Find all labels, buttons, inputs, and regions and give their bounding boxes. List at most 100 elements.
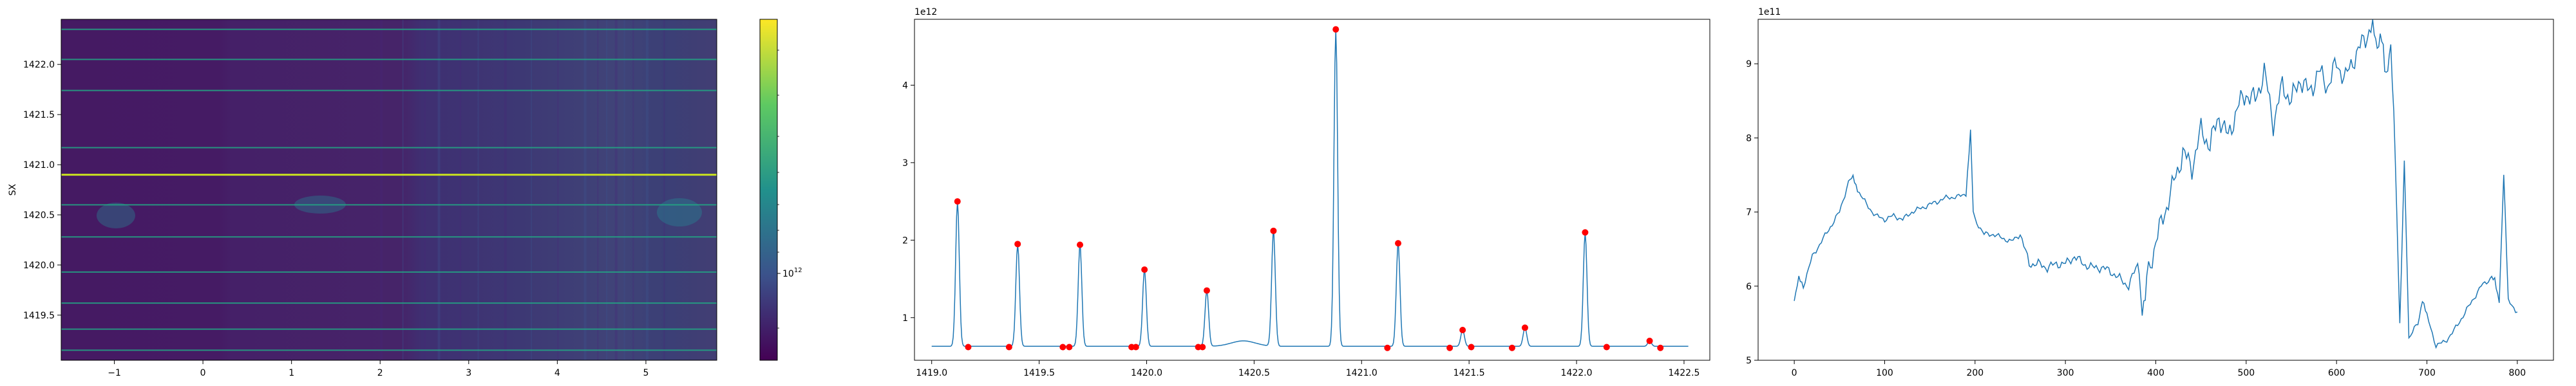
heatmap-bright-rows [61, 28, 717, 351]
peak-marker [1446, 344, 1454, 351]
heatmap-x-axis: −1 0 1 2 3 4 5 [108, 360, 649, 378]
peaks-y-tick-label: 4 [902, 80, 908, 91]
heatmap-y-tick-label: 1421.0 [23, 160, 55, 170]
heatmap-panel: −1 0 1 2 3 4 5 1419.51420.01420.51421.01421.51… [8, 19, 802, 378]
peak-marker [1582, 229, 1589, 236]
heatmap-stripe [663, 19, 665, 360]
peak-marker [1066, 344, 1073, 351]
timeseries-y-tick-label: 9 [1746, 59, 1752, 69]
heatmap-y-axis: 1419.5 1420.0 1420.5 1421.0 1421.5 1422.0 [23, 60, 61, 321]
timeseries-y-axis: 5 6 7 8 9 [1746, 59, 1758, 366]
peaks-y-tick-label: 3 [902, 158, 908, 169]
heatmap-y-tick-label: 1422.0 [23, 60, 55, 70]
timeseries-offset-text: 1e11 [1758, 7, 1781, 17]
timeseries-y-tick-label: 6 [1746, 282, 1752, 292]
peaks-x-tick-label: 1421.5 [1454, 368, 1485, 378]
peaks-x-tick-label: 1420.0 [1131, 368, 1162, 378]
heatmap-stripe [632, 19, 634, 360]
peak-marker [1521, 324, 1528, 331]
peaks-x-tick-label: 1419.0 [916, 368, 947, 378]
timeseries-x-tick-label: 0 [1792, 368, 1797, 378]
heatmap-vertical-stripes [380, 19, 665, 360]
heatmap-y-tick-label: 1420.0 [23, 261, 55, 271]
timeseries-y-tick-label: 7 [1746, 208, 1752, 218]
peak-marker [1270, 227, 1277, 234]
peak-marker [1014, 241, 1021, 248]
peak-marker [1141, 266, 1148, 273]
peak-marker [1132, 344, 1139, 351]
heatmap-stripe [531, 19, 533, 360]
heatmap-stripe [460, 19, 462, 360]
heatmap-stripe [477, 19, 479, 360]
peaks-panel: 1e12 1419.0 1419.5 1420.0 1420.5 1421.0 1421.… [902, 7, 1710, 378]
peaks-x-tick-label: 1421.0 [1346, 368, 1378, 378]
timeseries-frame [1757, 19, 2554, 361]
heatmap-stripe [380, 19, 383, 360]
peak-marker [1646, 337, 1653, 344]
peaks-x-tick-label: 1422.5 [1668, 368, 1700, 378]
timeseries-x-tick-label: 300 [2057, 368, 2074, 378]
timeseries-x-tick-label: 800 [2508, 368, 2526, 378]
timeseries-x-tick-label: 100 [1876, 368, 1893, 378]
peak-marker [1657, 344, 1664, 351]
heatmap-x-tick-label: 1 [289, 368, 294, 378]
timeseries-x-axis: 0 100 200 300 400 500 600 700 800 [1792, 360, 2526, 378]
peak-marker [1395, 240, 1402, 247]
heatmap-frame [61, 19, 717, 361]
peaks-y-tick-label: 2 [902, 235, 908, 246]
heatmap-x-tick-label: 2 [377, 368, 383, 378]
timeseries-x-tick-label: 200 [1966, 368, 1984, 378]
colorbar-tick-label: 1012 [782, 267, 802, 279]
heatmap-x-tick-label: −1 [108, 368, 121, 378]
heatmap-x-tick-label: 5 [643, 368, 649, 378]
timeseries-x-tick-label: 400 [2147, 368, 2164, 378]
peaks-y-tick-label: 1 [902, 313, 908, 324]
peaks-x-tick-label: 1420.5 [1238, 368, 1270, 378]
timeseries-y-tick-label: 5 [1746, 356, 1752, 366]
heatmap-x-tick-label: 4 [554, 368, 560, 378]
timeseries-x-tick-label: 700 [2418, 368, 2436, 378]
heatmap-stripe [606, 19, 608, 360]
heatmap-stripe [645, 19, 649, 360]
peak-marker [954, 198, 961, 205]
peak-marker [1199, 344, 1206, 351]
peaks-y-axis: 1 2 3 4 [902, 80, 914, 324]
peak-marker [1077, 241, 1084, 248]
heatmap-stripe [437, 19, 440, 360]
peaks-x-axis: 1419.0 1419.5 1420.0 1420.5 1421.0 1421.5 1422… [916, 360, 1700, 378]
heatmap-stripe [504, 19, 507, 360]
heatmap-y-tick-label: 1419.5 [23, 311, 55, 321]
heatmap-stripe [597, 19, 599, 360]
timeseries-x-tick-label: 500 [2237, 368, 2255, 378]
peak-marker [1603, 344, 1610, 351]
peaks-offset-text: 1e12 [914, 7, 937, 17]
peak-marker [1203, 287, 1210, 294]
heatmap-x-tick-label: 0 [200, 368, 206, 378]
heatmap-stripe [623, 19, 625, 360]
heatmap-x-tick-label: 3 [466, 368, 471, 378]
peaks-frame [914, 19, 1710, 361]
heatmap-y-tick-label: 1420.5 [23, 210, 55, 221]
heatmap-stripe [614, 19, 618, 360]
peak-marker [1332, 26, 1340, 33]
peaks-series-line [931, 29, 1689, 347]
peak-marker [1468, 344, 1475, 351]
heatmap-stripe [402, 19, 404, 360]
heatmap-stripe [583, 19, 587, 360]
peak-marker [1384, 344, 1391, 351]
timeseries-y-tick-label: 8 [1746, 133, 1752, 143]
peak-marker [965, 344, 972, 351]
heatmap-y-tick-label: 1421.5 [23, 110, 55, 120]
peak-marker [1508, 344, 1515, 351]
colorbar-minor-ticks [777, 50, 779, 329]
timeseries-panel: 1e11 0 100 200 300 400 500 600 700 800 5 6 7 8 9 [1746, 7, 2554, 378]
timeseries-series-line [1794, 19, 2518, 349]
peak-marker [1005, 344, 1012, 351]
peak-marker [1459, 327, 1466, 334]
heatmap-background [61, 19, 717, 360]
peaks-x-tick-label: 1422.0 [1561, 368, 1593, 378]
heatmap-y-axis-label: SX [8, 183, 18, 196]
timeseries-x-tick-label: 600 [2328, 368, 2345, 378]
colorbar [759, 19, 778, 361]
